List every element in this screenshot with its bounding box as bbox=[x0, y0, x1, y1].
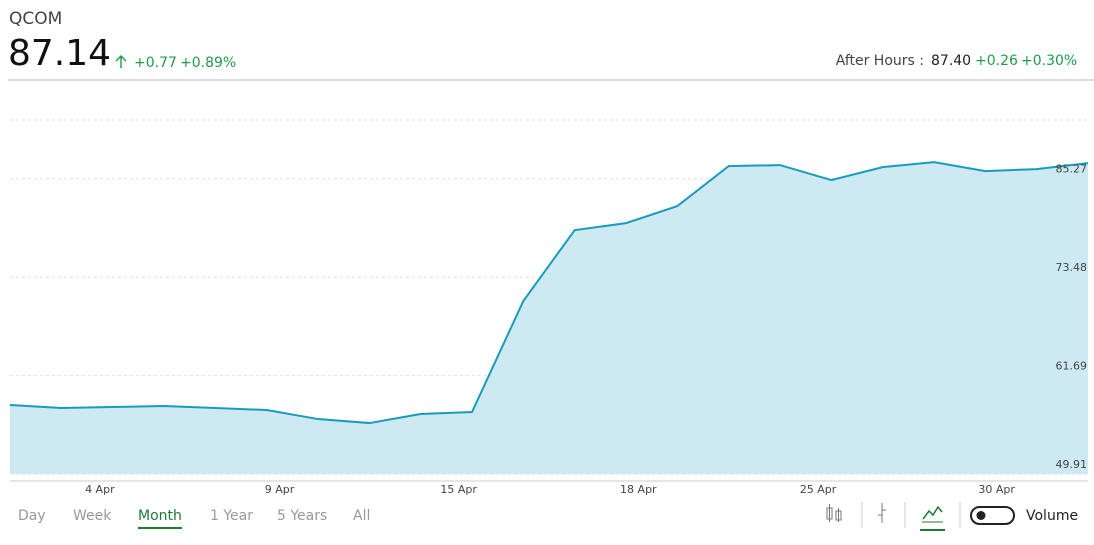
y-tick-label: 61.69 bbox=[1056, 360, 1088, 373]
x-tick-label: 15 Apr bbox=[440, 483, 477, 496]
change-pct: +0.89% bbox=[180, 55, 236, 71]
volume-label: Volume bbox=[1026, 508, 1078, 524]
x-tick-label: 9 Apr bbox=[265, 483, 295, 496]
range-tabs: Day Week Month 1 Year 5 Years All bbox=[18, 508, 370, 529]
ohlc-button[interactable] bbox=[878, 503, 886, 523]
candlestick-button[interactable] bbox=[826, 504, 842, 522]
x-tick-label: 30 Apr bbox=[978, 483, 1015, 496]
line-chart-button[interactable] bbox=[920, 505, 945, 531]
after-hours-price: 87.40 bbox=[931, 53, 971, 69]
y-tick-label: 73.48 bbox=[1056, 261, 1088, 274]
plot: 49.91 61.69 73.48 85.27 4 Apr 9 Apr 15 Apr 18 A… bbox=[9, 161, 1089, 496]
x-tick-label: 25 Apr bbox=[800, 483, 837, 496]
after-hours-change: +0.26 bbox=[975, 53, 1018, 69]
after-hours-change-pct: +0.30% bbox=[1021, 53, 1077, 69]
after-hours-label: After Hours : bbox=[836, 53, 924, 69]
price-line bbox=[9, 161, 1089, 425]
symbol: QCOM bbox=[9, 9, 62, 29]
range-tab[interactable]: 1 Year bbox=[210, 508, 253, 524]
range-tab[interactable]: All bbox=[353, 508, 370, 524]
x-tick-label: 18 Apr bbox=[620, 483, 657, 496]
toggle-knob bbox=[976, 511, 986, 520]
range-tab[interactable]: 5 Years bbox=[277, 508, 327, 524]
x-tick-label: 4 Apr bbox=[85, 483, 115, 496]
y-tick-label: 49.91 bbox=[1056, 458, 1088, 471]
range-tab[interactable]: Day bbox=[18, 508, 46, 524]
y-tick-label: 85.27 bbox=[1056, 163, 1088, 176]
range-tab[interactable]: Month bbox=[138, 508, 182, 524]
price: 87.14 bbox=[8, 33, 111, 74]
range-tab[interactable]: Week bbox=[73, 508, 112, 524]
change: +0.77 bbox=[134, 55, 177, 71]
chart-type-buttons: Volume bbox=[826, 502, 1078, 531]
area bbox=[10, 162, 1088, 474]
up-arrow bbox=[115, 55, 127, 68]
volume-toggle[interactable] bbox=[970, 506, 1015, 525]
